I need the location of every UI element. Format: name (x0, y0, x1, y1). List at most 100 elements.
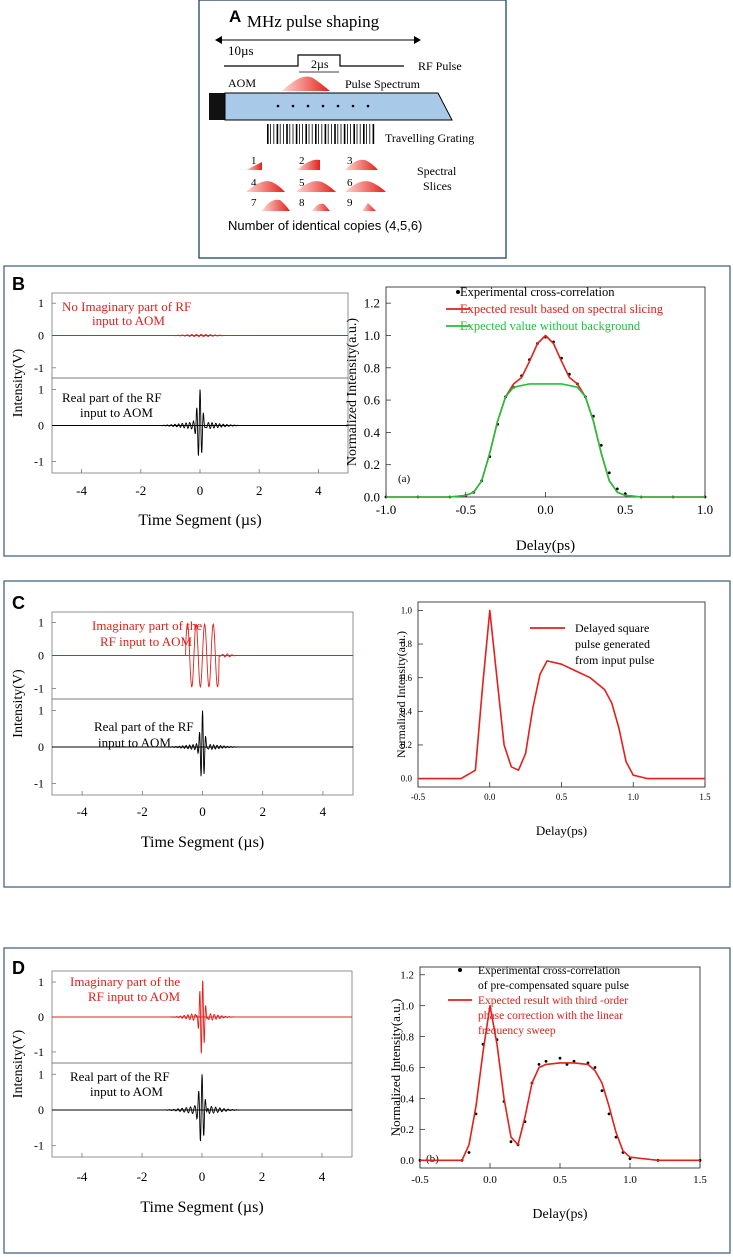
panel-a: A MHz pulse shaping 10µs 2µs RF Pulse AO… (198, 0, 507, 259)
rf-y-tick-label: 0 (38, 1103, 44, 1117)
data-point (467, 1151, 471, 1154)
y-tick-label: 0.2 (364, 457, 380, 472)
y-tick-label: 0.8 (401, 639, 413, 649)
panel-d-letter: D (12, 958, 25, 978)
rf-y-tick-label: 0 (38, 649, 44, 663)
slice-number: 5 (299, 177, 305, 189)
rf-subplot-pair: 1 0 -1 1 0 -1 -4 -2 0 2 4 Time Segment (µs) Intensit… (11, 292, 349, 529)
grating-bar (369, 124, 371, 144)
rf-subplot-pair: 1 0 -1 1 0 -1 -4 -2 0 2 4 Time Segment (µs) Intensit… (11, 970, 353, 1216)
y-tick-label: 0.4 (400, 1093, 414, 1105)
x-axis-label: Delay(ps) (536, 823, 587, 838)
chart-frame (417, 601, 706, 788)
legend-entry: Expected result with third -order (478, 995, 628, 1007)
delay-chart: -0.5 0.0 0.5 1.0 1.5 0.0 0.2 0.4 0.6 0.8 1.0 Delay(… (394, 601, 711, 838)
data-point (544, 1059, 548, 1063)
grating-bar (324, 124, 327, 144)
rf-real-label: Real part of the RF (70, 1069, 170, 1084)
imaginary-rf-trace (163, 980, 241, 1054)
real-rf-trace (161, 389, 239, 456)
y-tick-label: 0.6 (401, 673, 413, 683)
panel-a-title: MHz pulse shaping (247, 12, 380, 31)
slice-number: 3 (347, 155, 353, 167)
rf-x-tick-label: 4 (320, 804, 327, 819)
legend: Experimental cross-correlation of pre-com… (448, 965, 629, 1037)
slice-number: 9 (347, 197, 353, 209)
data-point (509, 1140, 513, 1144)
rf-y-tick-label: 1 (38, 704, 44, 718)
rf-x-axis-label: Time Segment (µs) (141, 834, 264, 851)
rf-pulse-label: RF Pulse (418, 59, 462, 73)
imaginary-rf-trace (163, 622, 242, 689)
x-tick-label: 0.5 (617, 502, 633, 517)
rf-y-tick-label: 1 (38, 615, 44, 629)
rf-x-tick-label: 2 (259, 1169, 266, 1184)
slice-shape (297, 159, 320, 170)
grating-bar (311, 124, 313, 144)
grating-bar (347, 124, 348, 144)
grating-bar (315, 124, 317, 144)
slice-shape (345, 159, 378, 170)
rf-x-tick-label: -2 (135, 483, 146, 498)
slice-number: 8 (299, 197, 305, 209)
panel-a-frame (198, 0, 507, 259)
data-point (572, 1059, 576, 1063)
panel-c-frame (3, 580, 731, 888)
grating-bar (353, 124, 355, 144)
y-axis-label: Normalized Intensity(a.u.) (394, 631, 408, 758)
legend-entry: Delayed square (575, 621, 649, 635)
y-tick-label: 0.8 (400, 1031, 414, 1043)
rf-x-tick-label: 0 (197, 483, 204, 498)
rf-y-tick-label: -1 (34, 455, 44, 469)
grating-bar (340, 124, 342, 144)
y-tick-label: 0.0 (364, 490, 380, 505)
grating-bar (292, 124, 294, 144)
data-point (615, 487, 619, 491)
rf-y-tick-label: 1 (38, 1067, 44, 1081)
rf-x-axis-label: Time Segment (µs) (138, 512, 261, 529)
series-line (386, 334, 705, 498)
data-point (593, 1066, 597, 1069)
y-tick-label: 1.2 (400, 970, 414, 982)
y-tick-label: 0.4 (401, 706, 413, 716)
y-tick-label: 0.0 (401, 774, 413, 784)
panel-d-frame (3, 947, 731, 1254)
rf-imag-label: RF input to AOM (100, 634, 193, 649)
rf-subplot-pair: 1 0 -1 1 0 -1 -4 -2 0 2 4 Time Segment (µs) Intensit… (11, 611, 354, 851)
rf-y-tick-label: 0 (38, 740, 44, 754)
x-axis-label: Delay(ps) (516, 538, 575, 554)
rf-real-label: Real part of the RF (62, 390, 162, 405)
legend-marker (458, 968, 462, 972)
series-line (418, 609, 705, 780)
panel-b-frame (3, 265, 731, 557)
x-tick-label: 1.5 (699, 792, 711, 802)
grating-bar (308, 124, 310, 144)
rf-y-tick-label: 0 (38, 329, 44, 343)
real-rf-trace (163, 1074, 241, 1142)
pulse-spectrum-shape (282, 76, 330, 91)
legend: Delayed square pulse generated from input … (530, 621, 654, 667)
x-tick-label: -0.5 (411, 792, 426, 802)
y-axis-label: Normalized Intensity(a.u.) (388, 999, 403, 1137)
rf-y-tick-label: 1 (38, 382, 44, 396)
x-tick-label: -0.5 (411, 1174, 429, 1186)
x-tick-label: -1.0 (376, 502, 397, 517)
rf-x-tick-label: 4 (319, 1169, 326, 1184)
pulse-spectrum-label: Pulse Spectrum (345, 77, 421, 91)
grating-bar (299, 124, 300, 144)
grating-bar (295, 124, 298, 144)
x-tick-label: 1.0 (623, 1174, 637, 1186)
grating-bar (359, 124, 361, 144)
rf-y-tick-label: -1 (34, 1139, 44, 1153)
rf-y-tick-label: -1 (34, 682, 44, 696)
x-tick-label: 0.0 (537, 502, 553, 517)
slice-shape (312, 203, 330, 211)
legend-entry: Experimental cross-correlation (478, 965, 620, 977)
slice-number: 7 (251, 197, 257, 209)
data-point (599, 443, 603, 447)
data-point (537, 1063, 541, 1066)
rf-x-tick-label: 2 (256, 483, 263, 498)
rf-imag-label: Imaginary part of the (92, 618, 202, 633)
grating-bar (327, 124, 329, 144)
